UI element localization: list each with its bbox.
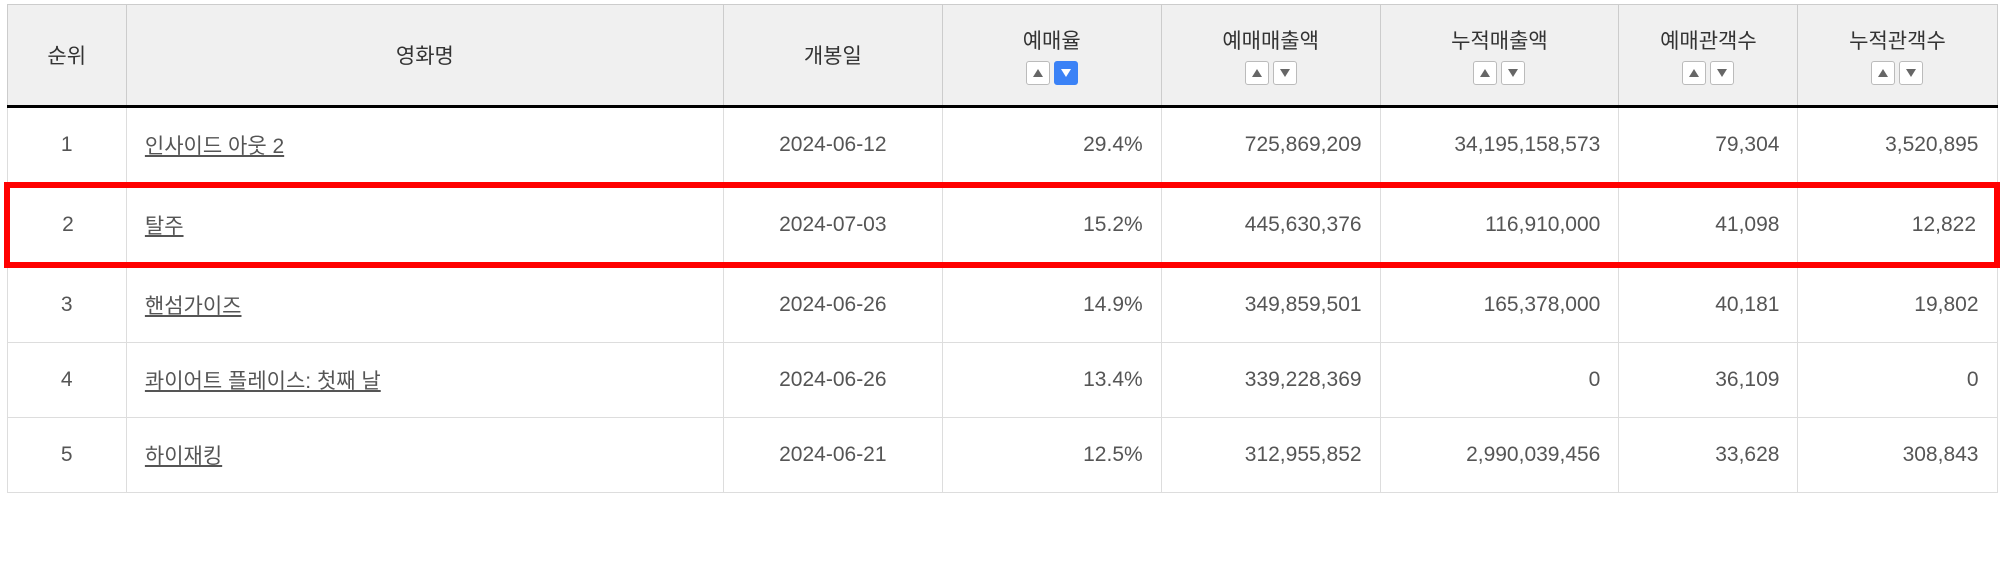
cell-presale-aud: 41,098 xyxy=(1619,185,1798,265)
cell-release-date: 2024-06-26 xyxy=(723,343,942,418)
cell-presale-aud: 36,109 xyxy=(1619,343,1798,418)
movie-ranking-table: 순위 영화명 개봉일 예매율 예매매출액 누적매출액 예매관객수 누적관객수 1 인사이드 아웃… xyxy=(4,4,2000,493)
cell-cum-sales: 0 xyxy=(1380,343,1619,418)
movie-title-link[interactable]: 인사이드 아웃 2 xyxy=(145,135,284,158)
column-label: 예매율 xyxy=(1023,25,1081,55)
cell-presale-aud: 33,628 xyxy=(1619,418,1798,493)
cell-presale-sales: 445,630,376 xyxy=(1161,185,1380,265)
sort-down-button[interactable] xyxy=(1899,61,1923,85)
table-row: 5 하이재킹 2024-06-2112.5%312,955,8522,990,039… xyxy=(7,418,1997,493)
sort-controls xyxy=(1682,61,1734,85)
cell-title: 콰이어트 플레이스: 첫째 날 xyxy=(126,343,723,418)
sort-up-button[interactable] xyxy=(1026,61,1050,85)
table-body: 1 인사이드 아웃 2 2024-06-1229.4%725,869,20934,1… xyxy=(7,107,1997,493)
cell-title: 핸섬가이즈 xyxy=(126,265,723,343)
sort-controls xyxy=(1026,61,1078,85)
cell-presale-rate: 15.2% xyxy=(942,185,1161,265)
column-header-title: 영화명 xyxy=(126,5,723,107)
sort-controls xyxy=(1473,61,1525,85)
cell-presale-sales: 725,869,209 xyxy=(1161,107,1380,186)
cell-rank: 1 xyxy=(7,107,126,186)
cell-cum-sales: 2,990,039,456 xyxy=(1380,418,1619,493)
movie-title-link[interactable]: 하이재킹 xyxy=(145,445,222,468)
cell-cum-sales: 34,195,158,573 xyxy=(1380,107,1619,186)
column-header-cum_aud: 누적관객수 xyxy=(1798,5,1997,107)
cell-cum-aud: 308,843 xyxy=(1798,418,1997,493)
table-header: 순위 영화명 개봉일 예매율 예매매출액 누적매출액 예매관객수 누적관객수 xyxy=(7,5,1997,107)
cell-rank: 3 xyxy=(7,265,126,343)
cell-presale-sales: 339,228,369 xyxy=(1161,343,1380,418)
column-label: 영화명 xyxy=(396,40,454,70)
table-row: 3 핸섬가이즈 2024-06-2614.9%349,859,501165,378,… xyxy=(7,265,1997,343)
cell-title: 탈주 xyxy=(126,185,723,265)
sort-down-button[interactable] xyxy=(1501,61,1525,85)
column-header-release: 개봉일 xyxy=(723,5,942,107)
column-header-rank: 순위 xyxy=(7,5,126,107)
cell-release-date: 2024-06-21 xyxy=(723,418,942,493)
cell-rank: 4 xyxy=(7,343,126,418)
sort-up-button[interactable] xyxy=(1245,61,1269,85)
cell-rank: 2 xyxy=(7,185,126,265)
movie-title-link[interactable]: 탈주 xyxy=(145,215,184,238)
cell-cum-sales: 165,378,000 xyxy=(1380,265,1619,343)
table-row: 1 인사이드 아웃 2 2024-06-1229.4%725,869,20934,1… xyxy=(7,107,1997,186)
cell-presale-sales: 312,955,852 xyxy=(1161,418,1380,493)
cell-presale-aud: 40,181 xyxy=(1619,265,1798,343)
movie-title-link[interactable]: 콰이어트 플레이스: 첫째 날 xyxy=(145,370,381,393)
column-header-cum_sales: 누적매출액 xyxy=(1380,5,1619,107)
cell-cum-aud: 19,802 xyxy=(1798,265,1997,343)
column-label: 누적관객수 xyxy=(1849,25,1946,55)
table-row: 4 콰이어트 플레이스: 첫째 날 2024-06-2613.4%339,228,3… xyxy=(7,343,1997,418)
cell-presale-sales: 349,859,501 xyxy=(1161,265,1380,343)
sort-up-button[interactable] xyxy=(1473,61,1497,85)
cell-presale-rate: 13.4% xyxy=(942,343,1161,418)
cell-presale-rate: 14.9% xyxy=(942,265,1161,343)
column-label: 예매관객수 xyxy=(1660,25,1757,55)
cell-release-date: 2024-06-26 xyxy=(723,265,942,343)
column-label: 누적매출액 xyxy=(1451,25,1548,55)
cell-cum-aud: 0 xyxy=(1798,343,1997,418)
cell-presale-rate: 12.5% xyxy=(942,418,1161,493)
sort-up-button[interactable] xyxy=(1871,61,1895,85)
column-header-presale_sales: 예매매출액 xyxy=(1161,5,1380,107)
cell-rank: 5 xyxy=(7,418,126,493)
cell-cum-aud: 3,520,895 xyxy=(1798,107,1997,186)
column-label: 개봉일 xyxy=(804,40,862,70)
column-header-presale_rate: 예매율 xyxy=(942,5,1161,107)
sort-down-button[interactable] xyxy=(1273,61,1297,85)
cell-presale-rate: 29.4% xyxy=(942,107,1161,186)
cell-presale-aud: 79,304 xyxy=(1619,107,1798,186)
column-header-presale_aud: 예매관객수 xyxy=(1619,5,1798,107)
sort-controls xyxy=(1245,61,1297,85)
table-row: 2 탈주 2024-07-0315.2%445,630,376116,910,000… xyxy=(7,185,1997,265)
cell-title: 하이재킹 xyxy=(126,418,723,493)
sort-down-button[interactable] xyxy=(1054,61,1078,85)
sort-up-button[interactable] xyxy=(1682,61,1706,85)
cell-cum-aud: 12,822 xyxy=(1798,185,1997,265)
sort-controls xyxy=(1871,61,1923,85)
cell-release-date: 2024-07-03 xyxy=(723,185,942,265)
cell-title: 인사이드 아웃 2 xyxy=(126,107,723,186)
cell-release-date: 2024-06-12 xyxy=(723,107,942,186)
column-label: 순위 xyxy=(47,40,86,70)
cell-cum-sales: 116,910,000 xyxy=(1380,185,1619,265)
movie-title-link[interactable]: 핸섬가이즈 xyxy=(145,295,242,318)
sort-down-button[interactable] xyxy=(1710,61,1734,85)
column-label: 예매매출액 xyxy=(1222,25,1319,55)
